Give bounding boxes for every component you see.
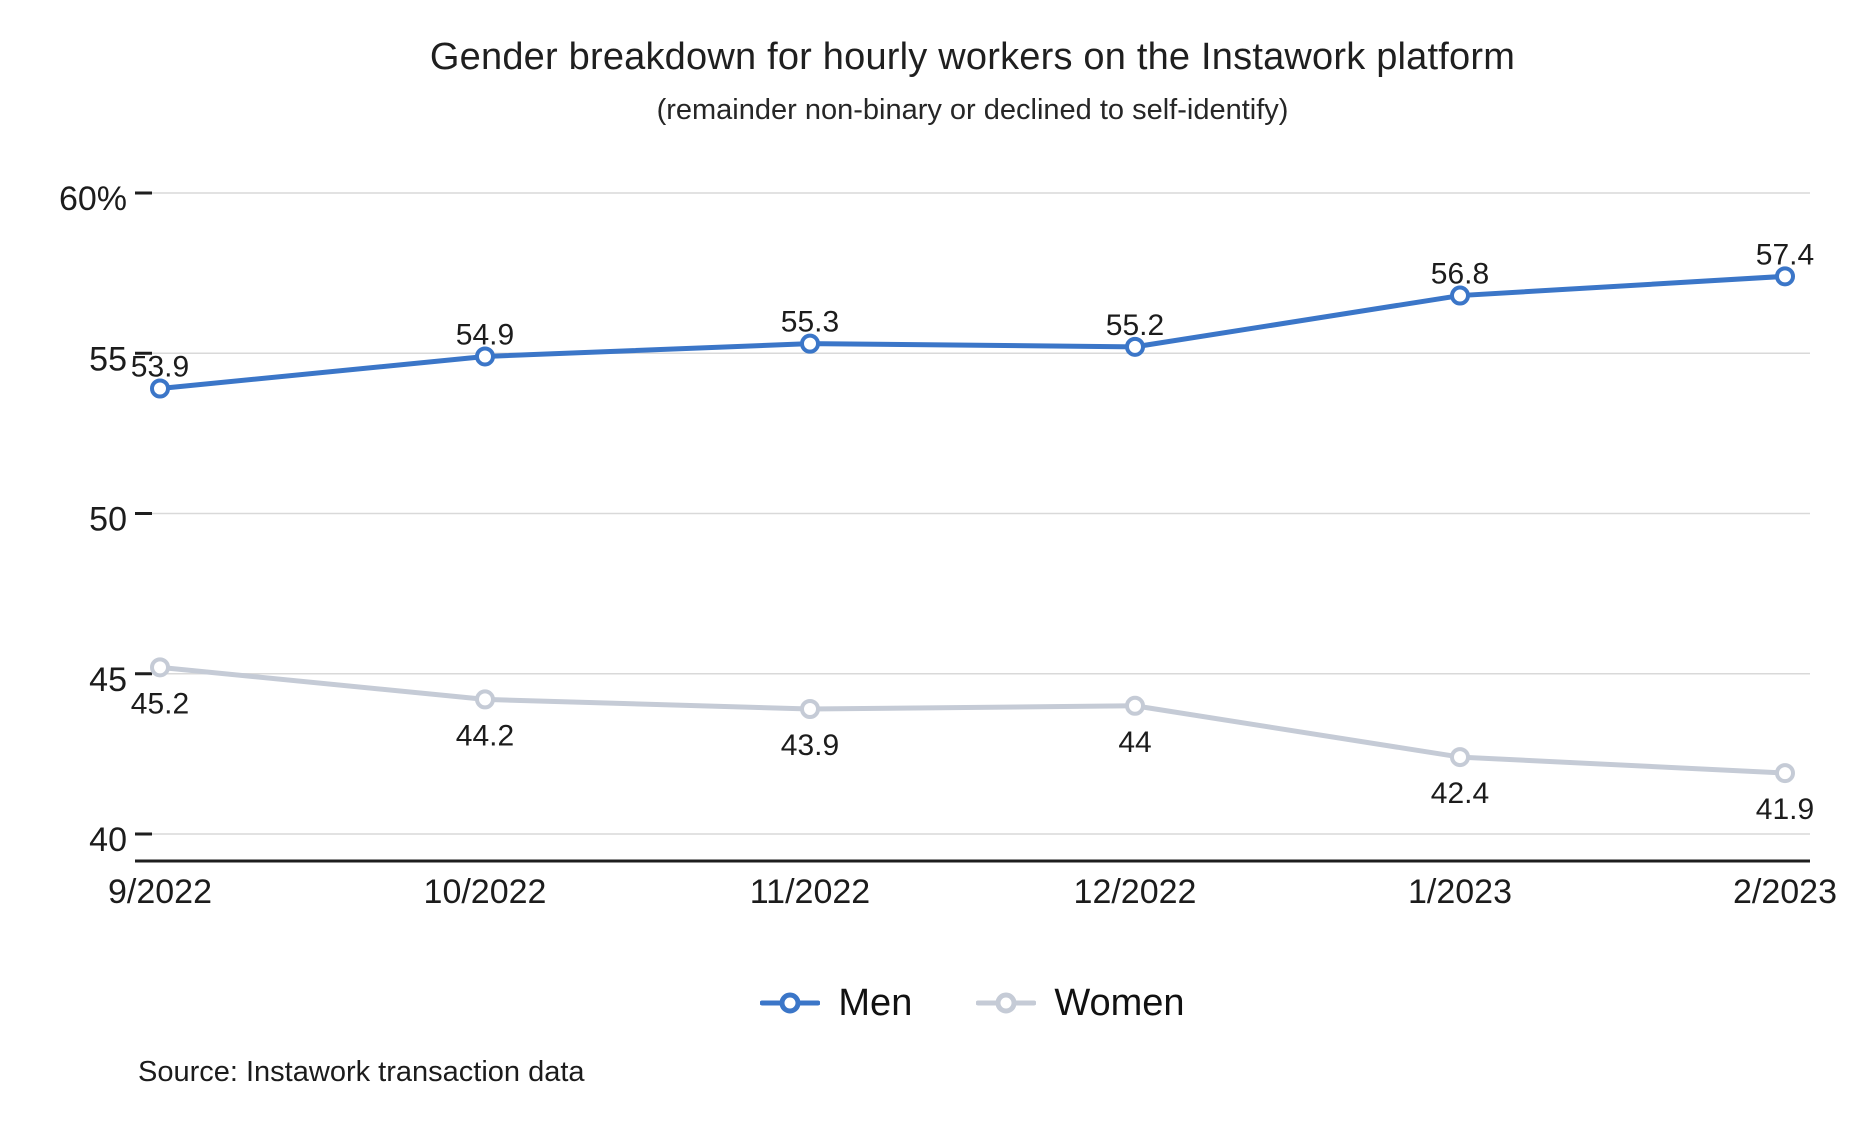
data-point-men [1125, 336, 1145, 357]
series-line-women [157, 664, 1788, 776]
data-label-men: 55.2 [1106, 309, 1164, 342]
data-point-men [1775, 266, 1795, 287]
data-label-women: 41.9 [1756, 793, 1814, 826]
legend-item-men: Men [760, 982, 912, 1025]
data-label-men: 57.4 [1756, 238, 1814, 271]
x-tick-label: 1/2023 [1408, 873, 1512, 911]
data-point-women [1775, 763, 1795, 784]
men-line-marker-icon [760, 992, 821, 1014]
data-label-women: 43.9 [781, 729, 839, 762]
source-note: Source: Instawork transaction data [138, 1056, 585, 1088]
data-point-men [800, 333, 820, 354]
x-tick-label: 2/2023 [1733, 873, 1837, 911]
y-tick-label: 50 [89, 501, 127, 539]
legend-label-women: Women [1054, 981, 1185, 1024]
data-label-women: 44 [1118, 726, 1151, 759]
data-point-women [1450, 747, 1470, 768]
legend: Men Women [135, 980, 1810, 1026]
data-point-women [800, 699, 820, 720]
women-line-marker-icon [976, 992, 1037, 1014]
series-line-men [157, 273, 1788, 392]
x-tick-label: 12/2022 [1074, 873, 1197, 911]
y-tick-label: 40 [89, 821, 127, 859]
x-tick-label: 9/2022 [108, 873, 212, 911]
legend-label-men: Men [838, 981, 913, 1024]
y-tick-label: 60% [59, 180, 127, 218]
data-point-women [475, 689, 495, 710]
data-label-men: 54.9 [456, 318, 514, 351]
y-tick-label: 55 [89, 340, 127, 378]
data-label-women: 42.4 [1431, 777, 1489, 810]
data-label-women: 44.2 [456, 719, 514, 752]
data-point-men [1450, 285, 1470, 306]
data-point-men [475, 346, 495, 367]
data-point-women [150, 657, 170, 678]
data-point-women [1125, 695, 1145, 716]
data-point-men [150, 378, 170, 399]
data-label-men: 55.3 [781, 306, 839, 339]
data-label-women: 45.2 [131, 687, 189, 720]
x-tick-label: 11/2022 [750, 873, 870, 911]
chart-subtitle: (remainder non-binary or declined to sel… [656, 94, 1289, 126]
legend-item-women: Women [976, 981, 1185, 1025]
chart-title: Gender breakdown for hourly workers on t… [429, 36, 1516, 78]
y-tick-label: 45 [89, 661, 127, 699]
data-label-men: 53.9 [131, 351, 189, 384]
x-tick-label: 10/2022 [424, 873, 547, 911]
data-label-men: 56.8 [1431, 258, 1489, 291]
